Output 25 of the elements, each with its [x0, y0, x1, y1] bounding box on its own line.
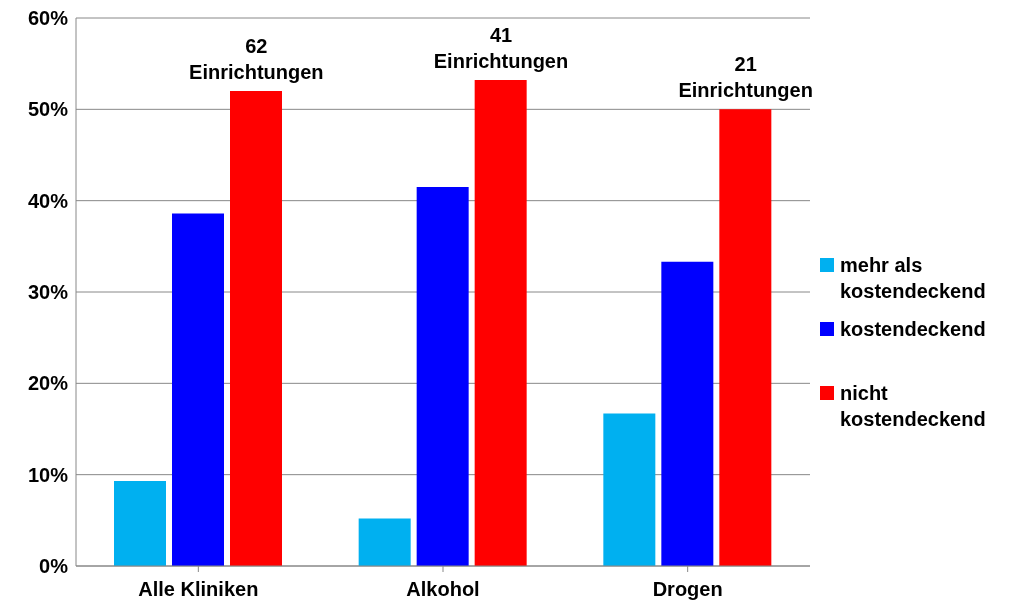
bar [114, 481, 166, 566]
y-tick-label: 30% [27, 281, 69, 304]
bar [172, 213, 224, 566]
y-tick-label: 50% [27, 98, 69, 121]
annotation: 21 Einrichtungen [678, 53, 813, 102]
legend-label: mehr als kostendeckend [840, 253, 987, 304]
y-tick-label: 0% [39, 555, 69, 578]
y-tick-label: 40% [27, 189, 69, 212]
annotation: 41 Einrichtungen [433, 24, 569, 73]
bar [358, 518, 411, 566]
bar [719, 109, 772, 566]
legend-label: kostendeckend [840, 317, 987, 342]
bar [603, 413, 656, 566]
bar [474, 80, 527, 566]
x-tick-label: Alle Kliniken [138, 578, 259, 601]
x-tick-label: Drogen [652, 578, 723, 601]
bar [661, 261, 714, 566]
bar [416, 186, 469, 566]
y-tick-label: 20% [27, 372, 69, 395]
legend-label: nicht kostendeckend [840, 381, 987, 432]
bar [230, 91, 282, 566]
y-tick-label: 60% [27, 7, 69, 30]
y-tick-label: 10% [27, 463, 69, 486]
x-tick-label: Alkohol [406, 578, 480, 601]
annotation: 62 Einrichtungen [189, 35, 324, 84]
